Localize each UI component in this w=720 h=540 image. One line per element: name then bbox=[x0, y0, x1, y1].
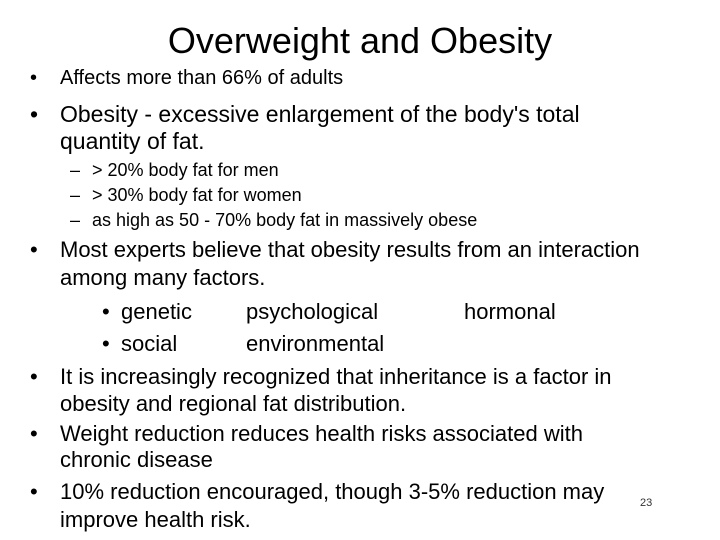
bullet-glyph: • bbox=[30, 101, 39, 127]
bullet-experts-line1: Most experts believe that obesity result… bbox=[60, 237, 640, 262]
slide-number: 23 bbox=[640, 497, 653, 509]
bullet-glyph: • bbox=[30, 421, 38, 446]
sub-bullet-women: > 30% body fat for women bbox=[92, 185, 302, 205]
dash-glyph: – bbox=[70, 185, 81, 205]
bullet-inheritance-line1: It is increasingly recognized that inher… bbox=[60, 364, 612, 389]
factor-environmental: environmental bbox=[246, 331, 385, 356]
bullet-glyph: • bbox=[30, 67, 38, 89]
bullet-glyph: • bbox=[30, 364, 38, 389]
bullet-glyph: • bbox=[30, 237, 38, 262]
bullet-weight-reduction-line1: Weight reduction reduces health risks as… bbox=[60, 421, 583, 446]
dash-glyph: – bbox=[70, 210, 81, 230]
bullet-weight-reduction-line2: chronic disease bbox=[60, 447, 213, 472]
bullet-ten-percent-line1: 10% reduction encouraged, though 3-5% re… bbox=[60, 479, 605, 504]
factor-social: social bbox=[121, 331, 178, 356]
sub-bullet-men: > 20% body fat for men bbox=[92, 160, 279, 180]
bullet-obesity-definition-line1: Obesity - excessive enlargement of the b… bbox=[60, 101, 580, 127]
bullet-experts-line2: among many factors. bbox=[60, 265, 266, 290]
bullet-obesity-definition-line2: quantity of fat. bbox=[60, 128, 205, 154]
bullet-affects-adults: Affects more than 66% of adults bbox=[60, 67, 344, 89]
factor-psychological: psychological bbox=[246, 299, 379, 324]
bullet-glyph: • bbox=[102, 299, 110, 324]
slide-title: Overweight and Obesity bbox=[167, 20, 553, 61]
sub-bullet-massively-obese: as high as 50 - 70% body fat in massivel… bbox=[92, 210, 478, 230]
bullet-inheritance-line2: obesity and regional fat distribution. bbox=[60, 391, 407, 416]
bullet-glyph: • bbox=[30, 479, 38, 504]
factor-genetic: genetic bbox=[121, 299, 192, 324]
bullet-glyph: • bbox=[102, 331, 110, 356]
dash-glyph: – bbox=[70, 160, 81, 180]
factor-hormonal: hormonal bbox=[464, 299, 556, 324]
bullet-ten-percent-line2: improve health risk. bbox=[60, 507, 251, 532]
